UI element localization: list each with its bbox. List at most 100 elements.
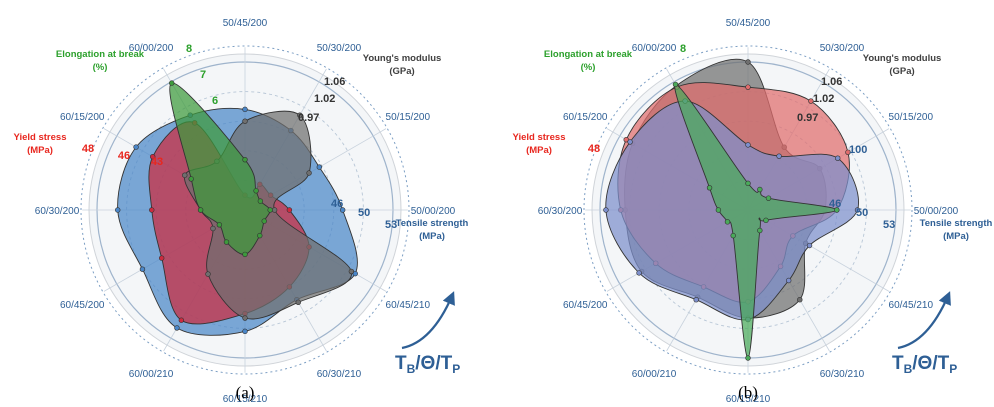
elongation-at-break-point — [715, 207, 722, 213]
elongation-at-break-point — [706, 185, 713, 191]
elongation-at-break-point — [745, 355, 751, 361]
elongation-title: Elongation at break (%) — [56, 49, 145, 73]
elongation-at-break-point — [834, 207, 840, 213]
young-s-modulus-point — [242, 315, 248, 321]
tensile-tick-46: 46 — [331, 198, 343, 210]
spoke-label: 60/30/210 — [820, 369, 865, 380]
yield-stress-point — [150, 154, 156, 160]
spoke-label: 60/00/210 — [129, 369, 174, 380]
tensile-strength-point — [785, 277, 792, 284]
yield-stress-point — [845, 149, 851, 155]
radar-panel-a: 50/00/200 50/15/200 50/30/200 50/45/200 60/0… — [14, 18, 469, 405]
elongation-at-break-point — [765, 195, 772, 201]
spoke-labels: 50/00/200 50/15/200 50/30/200 50/45/200 60/0… — [538, 18, 959, 405]
modulus-title-line1: Young's modulus — [363, 53, 442, 64]
elongation-at-break-point — [757, 227, 763, 234]
rotation-arrow — [401, 291, 455, 350]
rotation-arrow — [897, 291, 951, 350]
elongation-tick-8: 8 — [186, 43, 192, 55]
spoke-label: 60/15/210 — [223, 394, 268, 405]
young-s-modulus-point — [210, 225, 216, 232]
spoke-label: 60/45/200 — [563, 300, 608, 311]
tensile-title-line1: Tensile strength — [920, 218, 993, 229]
yield-title-line1: Yield stress — [513, 132, 566, 143]
elongation-title: Elongation at break (%) — [544, 49, 633, 73]
young-s-modulus-point — [297, 112, 303, 118]
spoke-label: 50/15/200 — [386, 112, 431, 123]
tensile-tick-53: 53 — [385, 219, 397, 231]
yield-tick-48: 48 — [82, 143, 94, 155]
elongation-at-break-point — [242, 251, 248, 258]
tensile-tick-100: 100 — [849, 144, 867, 156]
tensile-strength-point — [139, 266, 146, 272]
tensile-strength-point — [316, 164, 323, 170]
tensile-strength-point — [776, 153, 782, 159]
tensile-tick-50: 50 — [358, 207, 370, 219]
spoke-label: 60/15/200 — [563, 112, 608, 123]
tensile-tick-46: 46 — [829, 198, 841, 210]
young-s-modulus-point — [295, 299, 301, 305]
elongation-tick-6: 6 — [212, 95, 218, 107]
tensile-strength-point — [339, 207, 346, 213]
yield-tick-43: 43 — [151, 156, 163, 168]
elongation-tick-7: 7 — [200, 69, 206, 81]
spoke-label: 60/00/200 — [129, 43, 174, 54]
tensile-title-line1: Tensile strength — [396, 218, 469, 229]
spoke-label: 50/45/200 — [223, 18, 268, 29]
spoke-label: 60/15/210 — [726, 394, 771, 405]
modulus-tick-1.06: 1.06 — [821, 76, 842, 88]
spoke-label: 50/30/200 — [820, 43, 865, 54]
elongation-title-line1: Elongation at break — [56, 49, 145, 60]
modulus-title-line2: (GPa) — [889, 66, 914, 77]
spoke-label: 50/15/200 — [889, 112, 934, 123]
outer-dotted-ring — [583, 45, 913, 375]
spoke-label: 60/30/200 — [35, 206, 80, 217]
spoke-label: 60/30/210 — [317, 369, 362, 380]
spoke-label: 50/00/200 — [411, 206, 456, 217]
yield-stress-point — [178, 317, 185, 323]
modulus-tick-1.02: 1.02 — [314, 93, 335, 105]
yield-title: Yield stress (MPa) — [14, 132, 67, 156]
elongation-at-break-point — [267, 207, 273, 213]
panel-label-a: (a) — [236, 383, 255, 402]
tensile-title-line2: (MPa) — [419, 231, 445, 242]
tensile-strength-point — [603, 207, 609, 213]
elongation-title-line2: (%) — [93, 62, 108, 73]
tensile-strength-point — [115, 207, 121, 213]
elongation-at-break-point — [188, 176, 194, 182]
elongation-at-break-point — [197, 207, 204, 213]
tensile-strength-point — [242, 106, 248, 113]
yield-tick-48: 48 — [588, 143, 600, 155]
young-s-modulus-point — [306, 170, 312, 176]
yield-stress-point — [286, 207, 293, 213]
elongation-at-break-point — [261, 218, 267, 224]
yield-stress-point — [745, 84, 751, 90]
young-s-modulus-point — [205, 271, 211, 277]
spoke-label: 60/30/200 — [538, 206, 583, 217]
elongation-at-break-point — [724, 219, 731, 225]
elongation-at-break-point — [672, 81, 679, 88]
tensile-strength-point — [133, 144, 139, 150]
elongation-at-break-point — [242, 156, 248, 163]
elongation-at-break-point — [223, 239, 230, 245]
process-label-b: TB/Θ/TP — [892, 291, 957, 376]
yield-title-line2: (MPa) — [526, 145, 552, 156]
elongation-at-break-point — [745, 180, 751, 187]
tensile-strength-point — [242, 328, 248, 335]
tensile-strength-point — [745, 142, 751, 148]
modulus-title-line2: (GPa) — [389, 66, 414, 77]
process-label-text: TB/Θ/TP — [395, 353, 460, 376]
yield-stress-point — [149, 207, 155, 213]
elongation-at-break-point — [763, 217, 769, 224]
outer-dotted-ring — [80, 45, 410, 375]
tensile-tick-53: 53 — [883, 219, 895, 231]
elongation-tick-8: 8 — [680, 43, 686, 55]
tensile-strength-point — [806, 242, 813, 249]
young-s-modulus-point — [797, 297, 803, 303]
elongation-title-line2: (%) — [581, 62, 596, 73]
modulus-title: Young's modulus (GPa) — [363, 53, 442, 77]
elongation-at-break-point — [257, 232, 263, 239]
tensile-strength-point — [693, 297, 699, 303]
spoke-label: 60/00/210 — [632, 369, 677, 380]
